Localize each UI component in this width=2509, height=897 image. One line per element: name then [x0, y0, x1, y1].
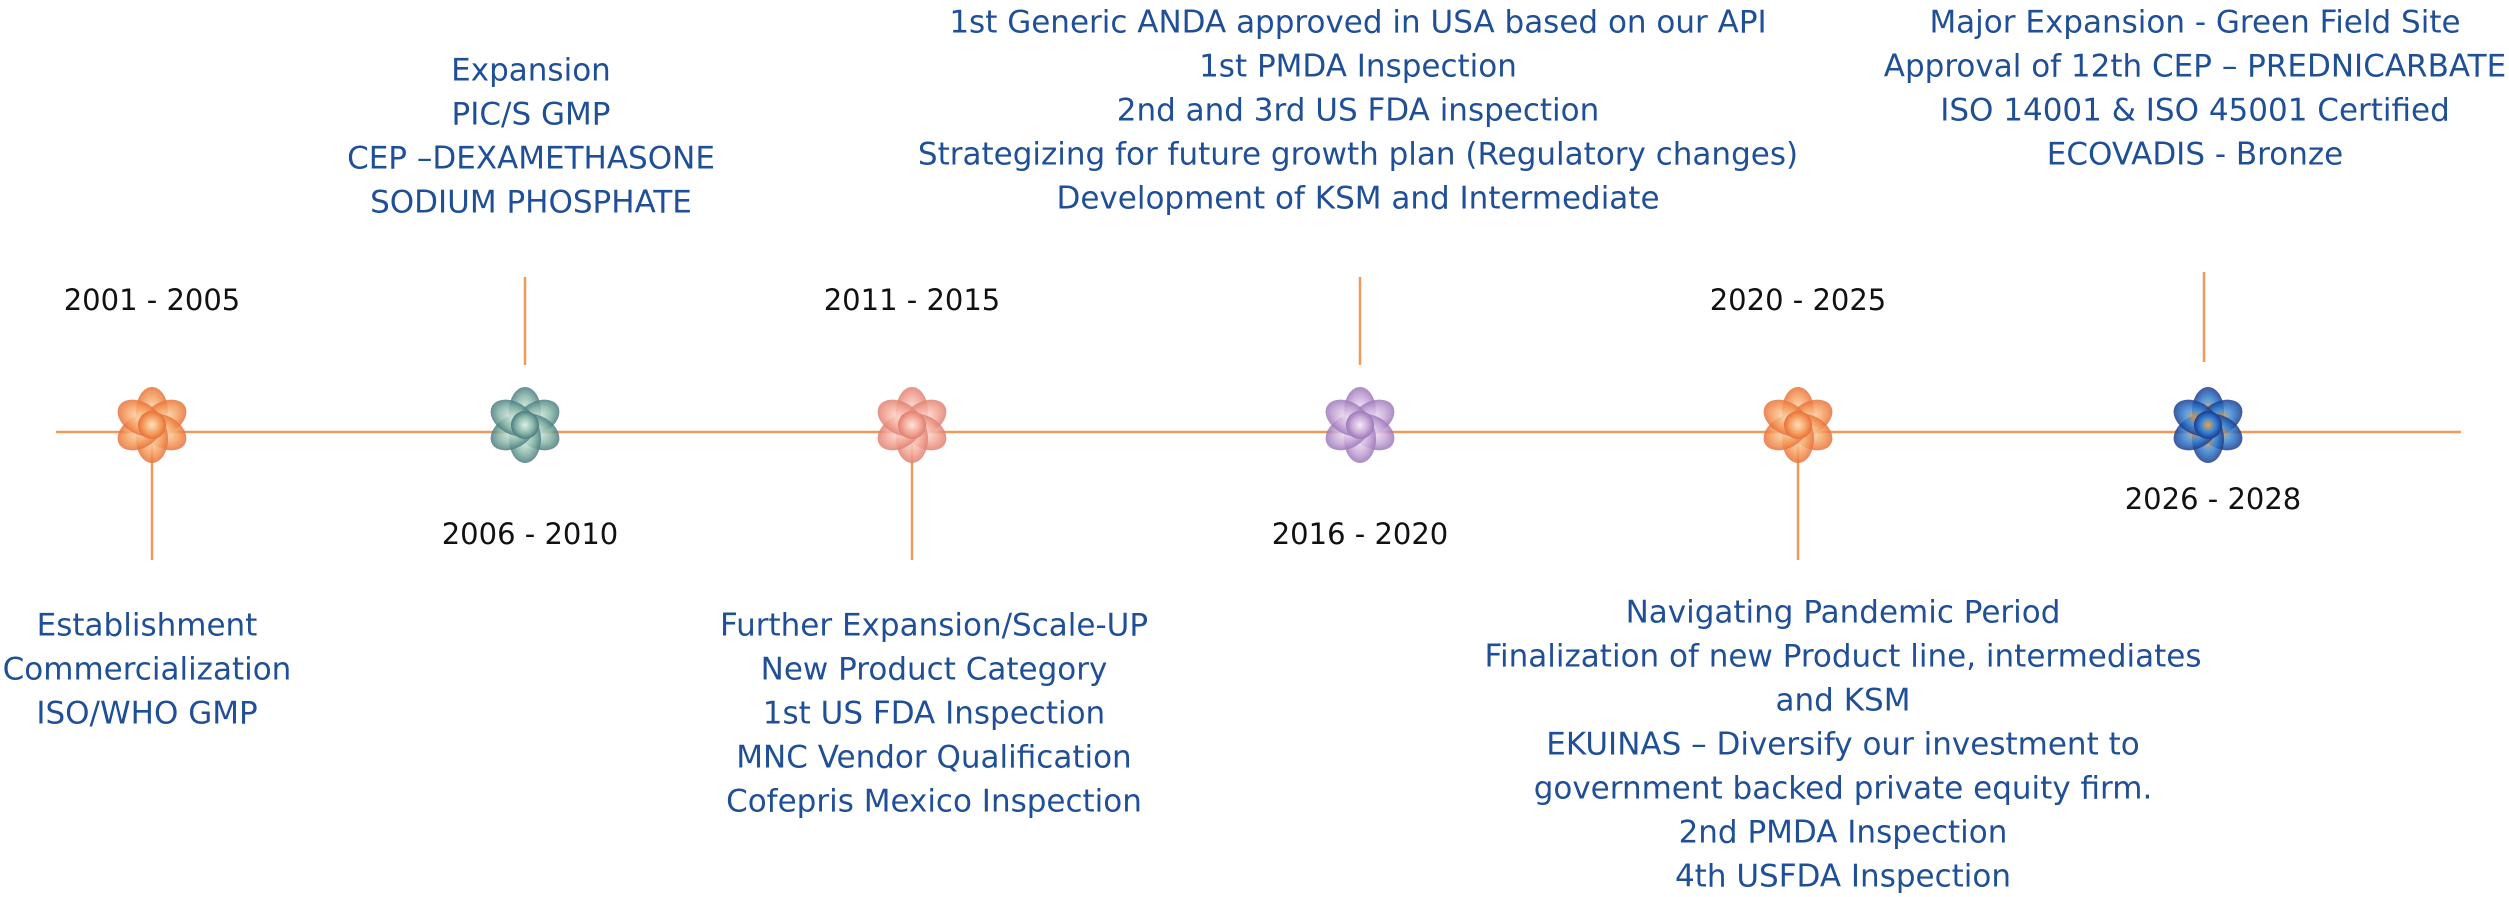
icon-core: [898, 411, 926, 439]
milestone-item: Development of KSM and Intermediate: [1056, 181, 1659, 217]
milestone-item: ISO 14001 & ISO 45001 Certified: [1940, 93, 2450, 129]
milestone-item: ISO/WHO GMP: [36, 696, 257, 732]
period-label: 2011 - 2015: [824, 283, 1001, 317]
milestone-item: government backed private equity firm.: [1534, 771, 2153, 807]
milestone-item: EKUINAS – Diversify our investment to: [1546, 727, 2139, 763]
milestone-item: 1st Generic ANDA approved in USA based o…: [949, 5, 1766, 41]
milestone-item: 2nd and 3rd US FDA inspection: [1117, 93, 1600, 129]
icon-core: [138, 411, 166, 439]
milestone-item: 1st PMDA Inspection: [1199, 49, 1517, 85]
milestone-icon: [1757, 387, 1839, 463]
icon-core: [511, 411, 539, 439]
timeline: 2001 - 2005 Establishment Commercializatio…: [0, 0, 2509, 897]
milestone-item: Finalization of new Product line, interm…: [1484, 639, 2201, 675]
milestone-item: PIC/S GMP: [452, 97, 611, 133]
milestone-item: Major Expansion - Green Field Site: [1929, 5, 2460, 41]
milestone-item: SODIUM PHOSPHATE: [370, 185, 692, 221]
milestone-item: Cofepris Mexico Inspection: [726, 784, 1142, 820]
milestone-item: CEP –DEXAMETHASONE: [347, 141, 715, 177]
milestone-item: 2nd PMDA Inspection: [1679, 815, 2008, 851]
milestone-icon: [871, 387, 953, 463]
period-label: 2026 - 2028: [2125, 482, 2302, 516]
period-label: 2006 - 2010: [442, 517, 619, 551]
milestone-item: 4th USFDA Inspection: [1675, 859, 2011, 895]
milestone-item: MNC Vendor Qualification: [736, 740, 1131, 776]
milestone-item: Further Expansion/Scale-UP: [720, 608, 1148, 644]
icon-core: [1346, 411, 1374, 439]
period-label: 2020 - 2025: [1710, 283, 1887, 317]
milestone-item: Expansion: [451, 53, 611, 89]
milestone-item: Strategizing for future growth plan (Reg…: [918, 137, 1798, 173]
icon-core: [2194, 411, 2222, 439]
period-label: 2001 - 2005: [64, 283, 241, 317]
milestone-item: Approval of 12th CEP – PREDNICARBATE: [1884, 49, 2506, 85]
period-label: 2016 - 2020: [1272, 517, 1449, 551]
milestone-item: New Product Category: [761, 652, 1108, 688]
milestone-icon: [1319, 387, 1401, 463]
milestone-item: Navigating Pandemic Period: [1626, 595, 2061, 631]
milestone-item: and KSM: [1776, 683, 1911, 719]
milestone-item: 1st US FDA Inspection: [763, 696, 1105, 732]
milestone-icon: [484, 387, 566, 463]
milestone-icon: [111, 387, 193, 463]
milestone-item: ECOVADIS - Bronze: [2047, 137, 2343, 173]
milestone-icon: [2167, 387, 2249, 463]
icon-core: [1784, 411, 1812, 439]
milestone-item: Establishment: [37, 608, 258, 644]
milestone-item: Commercialization: [3, 652, 292, 688]
